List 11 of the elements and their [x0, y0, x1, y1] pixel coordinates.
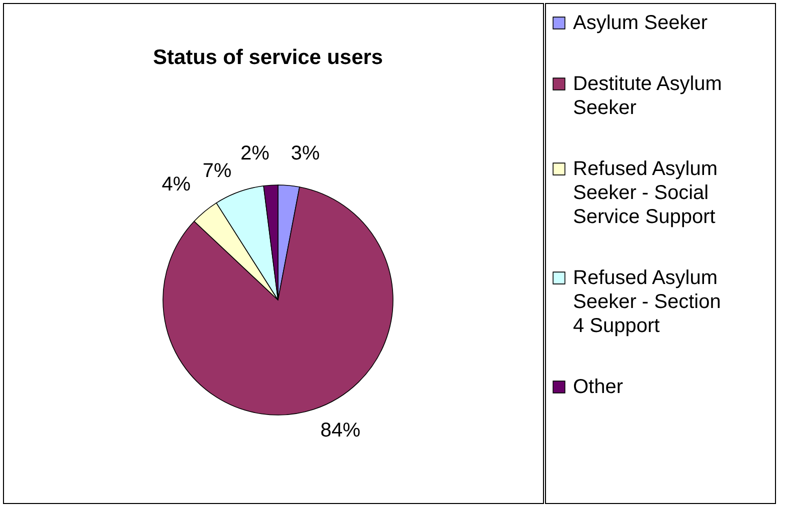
legend-label: Other: [573, 376, 624, 398]
text: Status of service users: [153, 46, 383, 69]
data-label: 2%: [240, 142, 270, 164]
data-label: 3%: [290, 142, 320, 165]
data-label: 84%: [320, 419, 361, 442]
legend-label: Destitute Asylum Seeker: [573, 73, 722, 119]
legend-label: Refused Asylum Seeker - Social Service Support: [573, 158, 718, 228]
data-label: 4%: [162, 173, 191, 196]
legend-label: Asylum Seeker: [573, 12, 708, 34]
data-label: 7%: [202, 160, 232, 182]
legend-label: Refused Asylum Seeker - Section 4 Support: [573, 267, 721, 337]
